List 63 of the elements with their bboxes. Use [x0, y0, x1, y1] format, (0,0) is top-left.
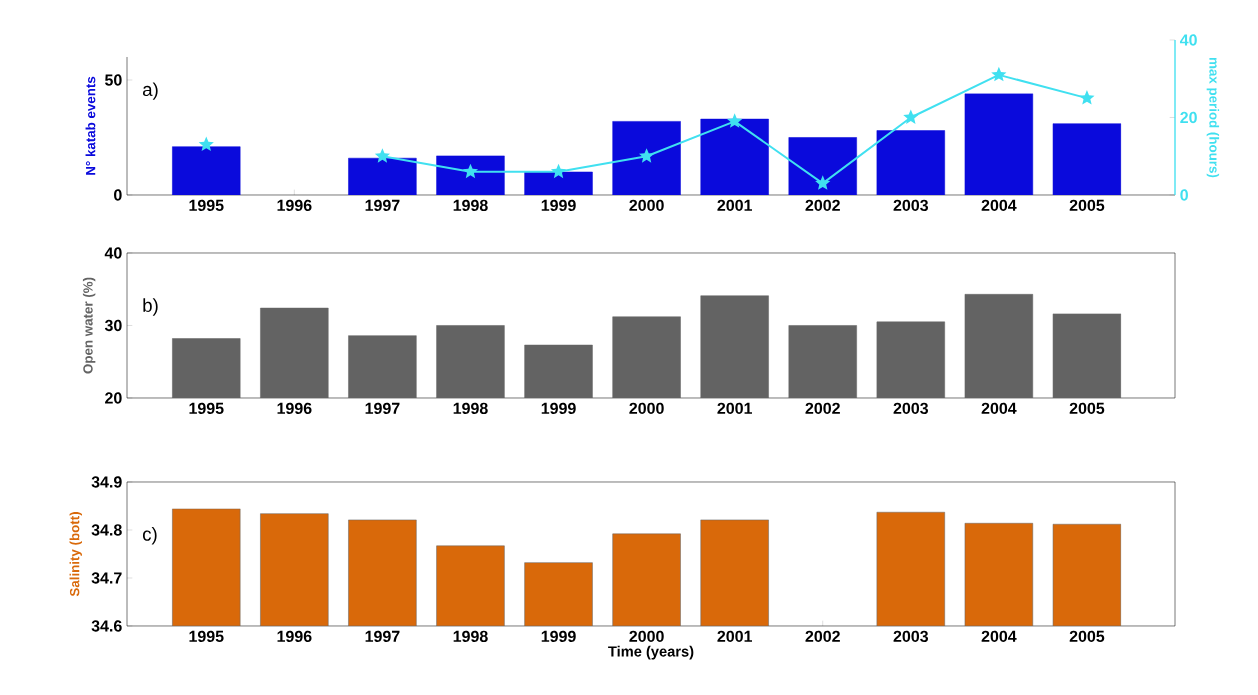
x-tick-label: 2005: [1069, 402, 1105, 415]
x-tick-label: 2000: [629, 402, 664, 415]
x-tick-label: 2002: [805, 199, 840, 212]
x-tick-label: 1998: [453, 402, 488, 415]
x-tick-label: 2001: [717, 199, 753, 212]
y2-tick-label: 20: [1180, 111, 1197, 124]
x-tick-label: 2005: [1069, 630, 1105, 643]
y-axis-title: Salinity (bott): [69, 512, 82, 597]
x-tick-label: 2004: [981, 199, 1017, 212]
point: [1079, 90, 1095, 105]
x-tick-label: 1996: [277, 402, 312, 415]
annotation: c): [142, 527, 157, 545]
y-tick-label: 34.8: [91, 524, 122, 536]
point: [727, 113, 743, 128]
y2-tick-label: 40: [1179, 34, 1197, 46]
x-tick-label: 1996: [277, 199, 312, 212]
x-tick-label: 2001: [717, 402, 753, 415]
x-tick-label: 2002: [805, 630, 840, 643]
x-tick-label: 2004: [981, 630, 1017, 643]
y-tick-label: 34.6: [91, 620, 122, 632]
y-tick-label: 0: [114, 189, 122, 201]
x-axis-title: Time (years): [608, 645, 694, 660]
x-tick-label: 1999: [541, 402, 576, 415]
point: [198, 136, 214, 152]
point: [638, 148, 655, 163]
x-tick-label: 1999: [541, 630, 576, 643]
x-tick-label: 1998: [453, 630, 488, 643]
point: [815, 175, 831, 190]
x-tick-label: 2004: [981, 402, 1017, 415]
x-tick-label: 1995: [189, 402, 224, 415]
y2-tick-label: 0: [1180, 189, 1188, 201]
point: [374, 148, 391, 163]
x-tick-label: 2003: [893, 199, 929, 212]
y2-axis-title: max period (hours): [1206, 57, 1220, 178]
y-axis-title: N° katab events: [85, 76, 96, 175]
x-tick-label: 2002: [805, 402, 840, 415]
point: [462, 163, 479, 179]
y-tick-label: 20: [105, 392, 122, 404]
x-tick-label: 2001: [717, 630, 753, 643]
x-tick-label: 2000: [629, 630, 664, 643]
x-tick-label: 1997: [365, 199, 400, 212]
x-tick-label: 1998: [453, 199, 488, 212]
y-tick-label: 34.9: [91, 476, 122, 488]
x-tick-label: 1997: [365, 630, 400, 643]
x-tick-label: 2003: [893, 402, 929, 415]
x-tick-label: 1995: [189, 199, 224, 212]
x-tick-label: 1995: [189, 630, 224, 643]
x-tick-label: 2000: [629, 199, 664, 212]
point: [991, 66, 1007, 82]
y-tick-label: 30: [104, 319, 122, 332]
x-tick-label: 1999: [541, 199, 576, 212]
point: [903, 109, 919, 124]
x-tick-label: 1996: [277, 630, 312, 643]
point: [550, 163, 567, 179]
x-tick-label: 2005: [1069, 199, 1105, 212]
annotation: b): [143, 298, 158, 316]
x-tick-label: 1997: [365, 402, 400, 415]
x-tick-label: 2003: [893, 630, 929, 643]
annotation: a): [142, 82, 158, 100]
y-tick-label: 40: [104, 247, 122, 259]
y-axis-title: Open water (%): [82, 277, 96, 374]
y-tick-label: 50: [105, 74, 122, 86]
y-tick-label: 34.7: [91, 572, 122, 584]
